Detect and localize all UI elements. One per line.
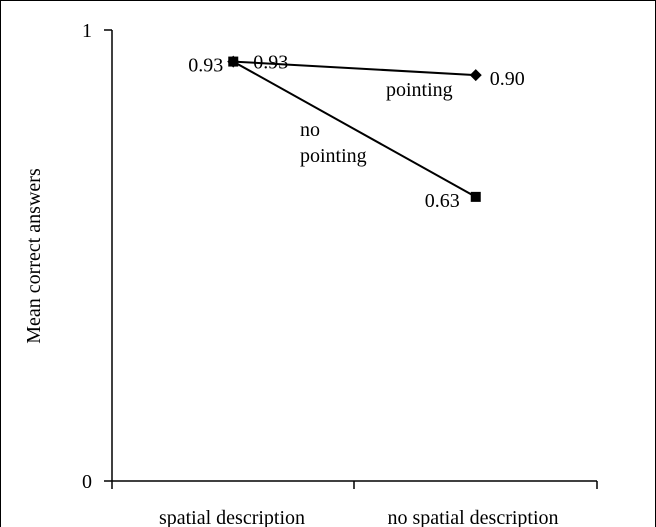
series-label-pointing: pointing	[386, 79, 453, 101]
y-tick-label-1: 1	[82, 20, 92, 42]
data-label-no-pointing-1: 0.63	[425, 190, 460, 212]
series-line-no-pointing	[232, 60, 477, 198]
data-label-pointing-0: 0.93	[253, 52, 288, 74]
y-axis-title: Mean correct answers	[23, 168, 45, 344]
data-label-no-pointing-0: 0.93	[188, 55, 223, 77]
x-category-label-1: no spatial description	[387, 507, 558, 527]
marker-no-pointing-1	[470, 191, 481, 202]
data-label-pointing-1: 0.90	[490, 68, 525, 90]
plot-area: 0.93 0.90 0.93 0.63	[188, 52, 525, 212]
marker-pointing-1	[469, 69, 482, 82]
y-tick-label-0: 0	[82, 471, 92, 493]
series-line-pointing	[233, 60, 476, 77]
x-category-label-0: spatial description	[159, 507, 305, 527]
marker-no-pointing-0	[228, 56, 239, 67]
series-label-no-pointing-line1: no	[300, 119, 320, 141]
series-label-no-pointing-line2: pointing	[300, 145, 367, 167]
